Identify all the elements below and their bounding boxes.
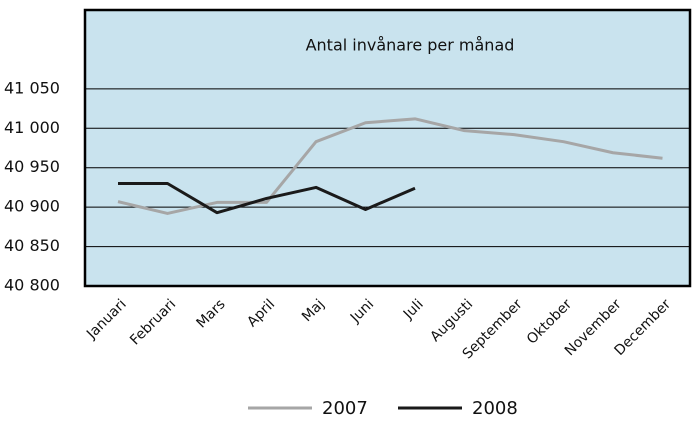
- x-tick-label: Juli: [400, 296, 427, 323]
- y-tick-label: 40 900: [4, 197, 60, 216]
- x-tick-label: Augusti: [427, 296, 476, 345]
- x-tick-label: Juni: [347, 296, 377, 326]
- series-line: [117, 117, 663, 215]
- y-tick-label: 41 000: [4, 118, 60, 137]
- y-tick-label: 40 850: [4, 236, 60, 255]
- chart-title: Antal invånare per månad: [306, 36, 515, 55]
- x-tick-label: Mars: [194, 296, 229, 331]
- x-tick-label: Oktober: [524, 296, 575, 347]
- x-tick-label: April: [244, 296, 278, 330]
- legend-label: 2007: [322, 398, 368, 419]
- y-tick-label: 40 950: [4, 157, 60, 176]
- x-tick-label: Februari: [127, 296, 179, 348]
- series-line: [118, 181, 416, 215]
- legend-label: 2008: [472, 398, 518, 419]
- x-tick-label: Maj: [299, 296, 328, 325]
- y-tick-label: 40 800: [4, 276, 60, 295]
- x-tick-label: Januari: [83, 296, 129, 342]
- y-tick-label: 41 050: [4, 78, 60, 97]
